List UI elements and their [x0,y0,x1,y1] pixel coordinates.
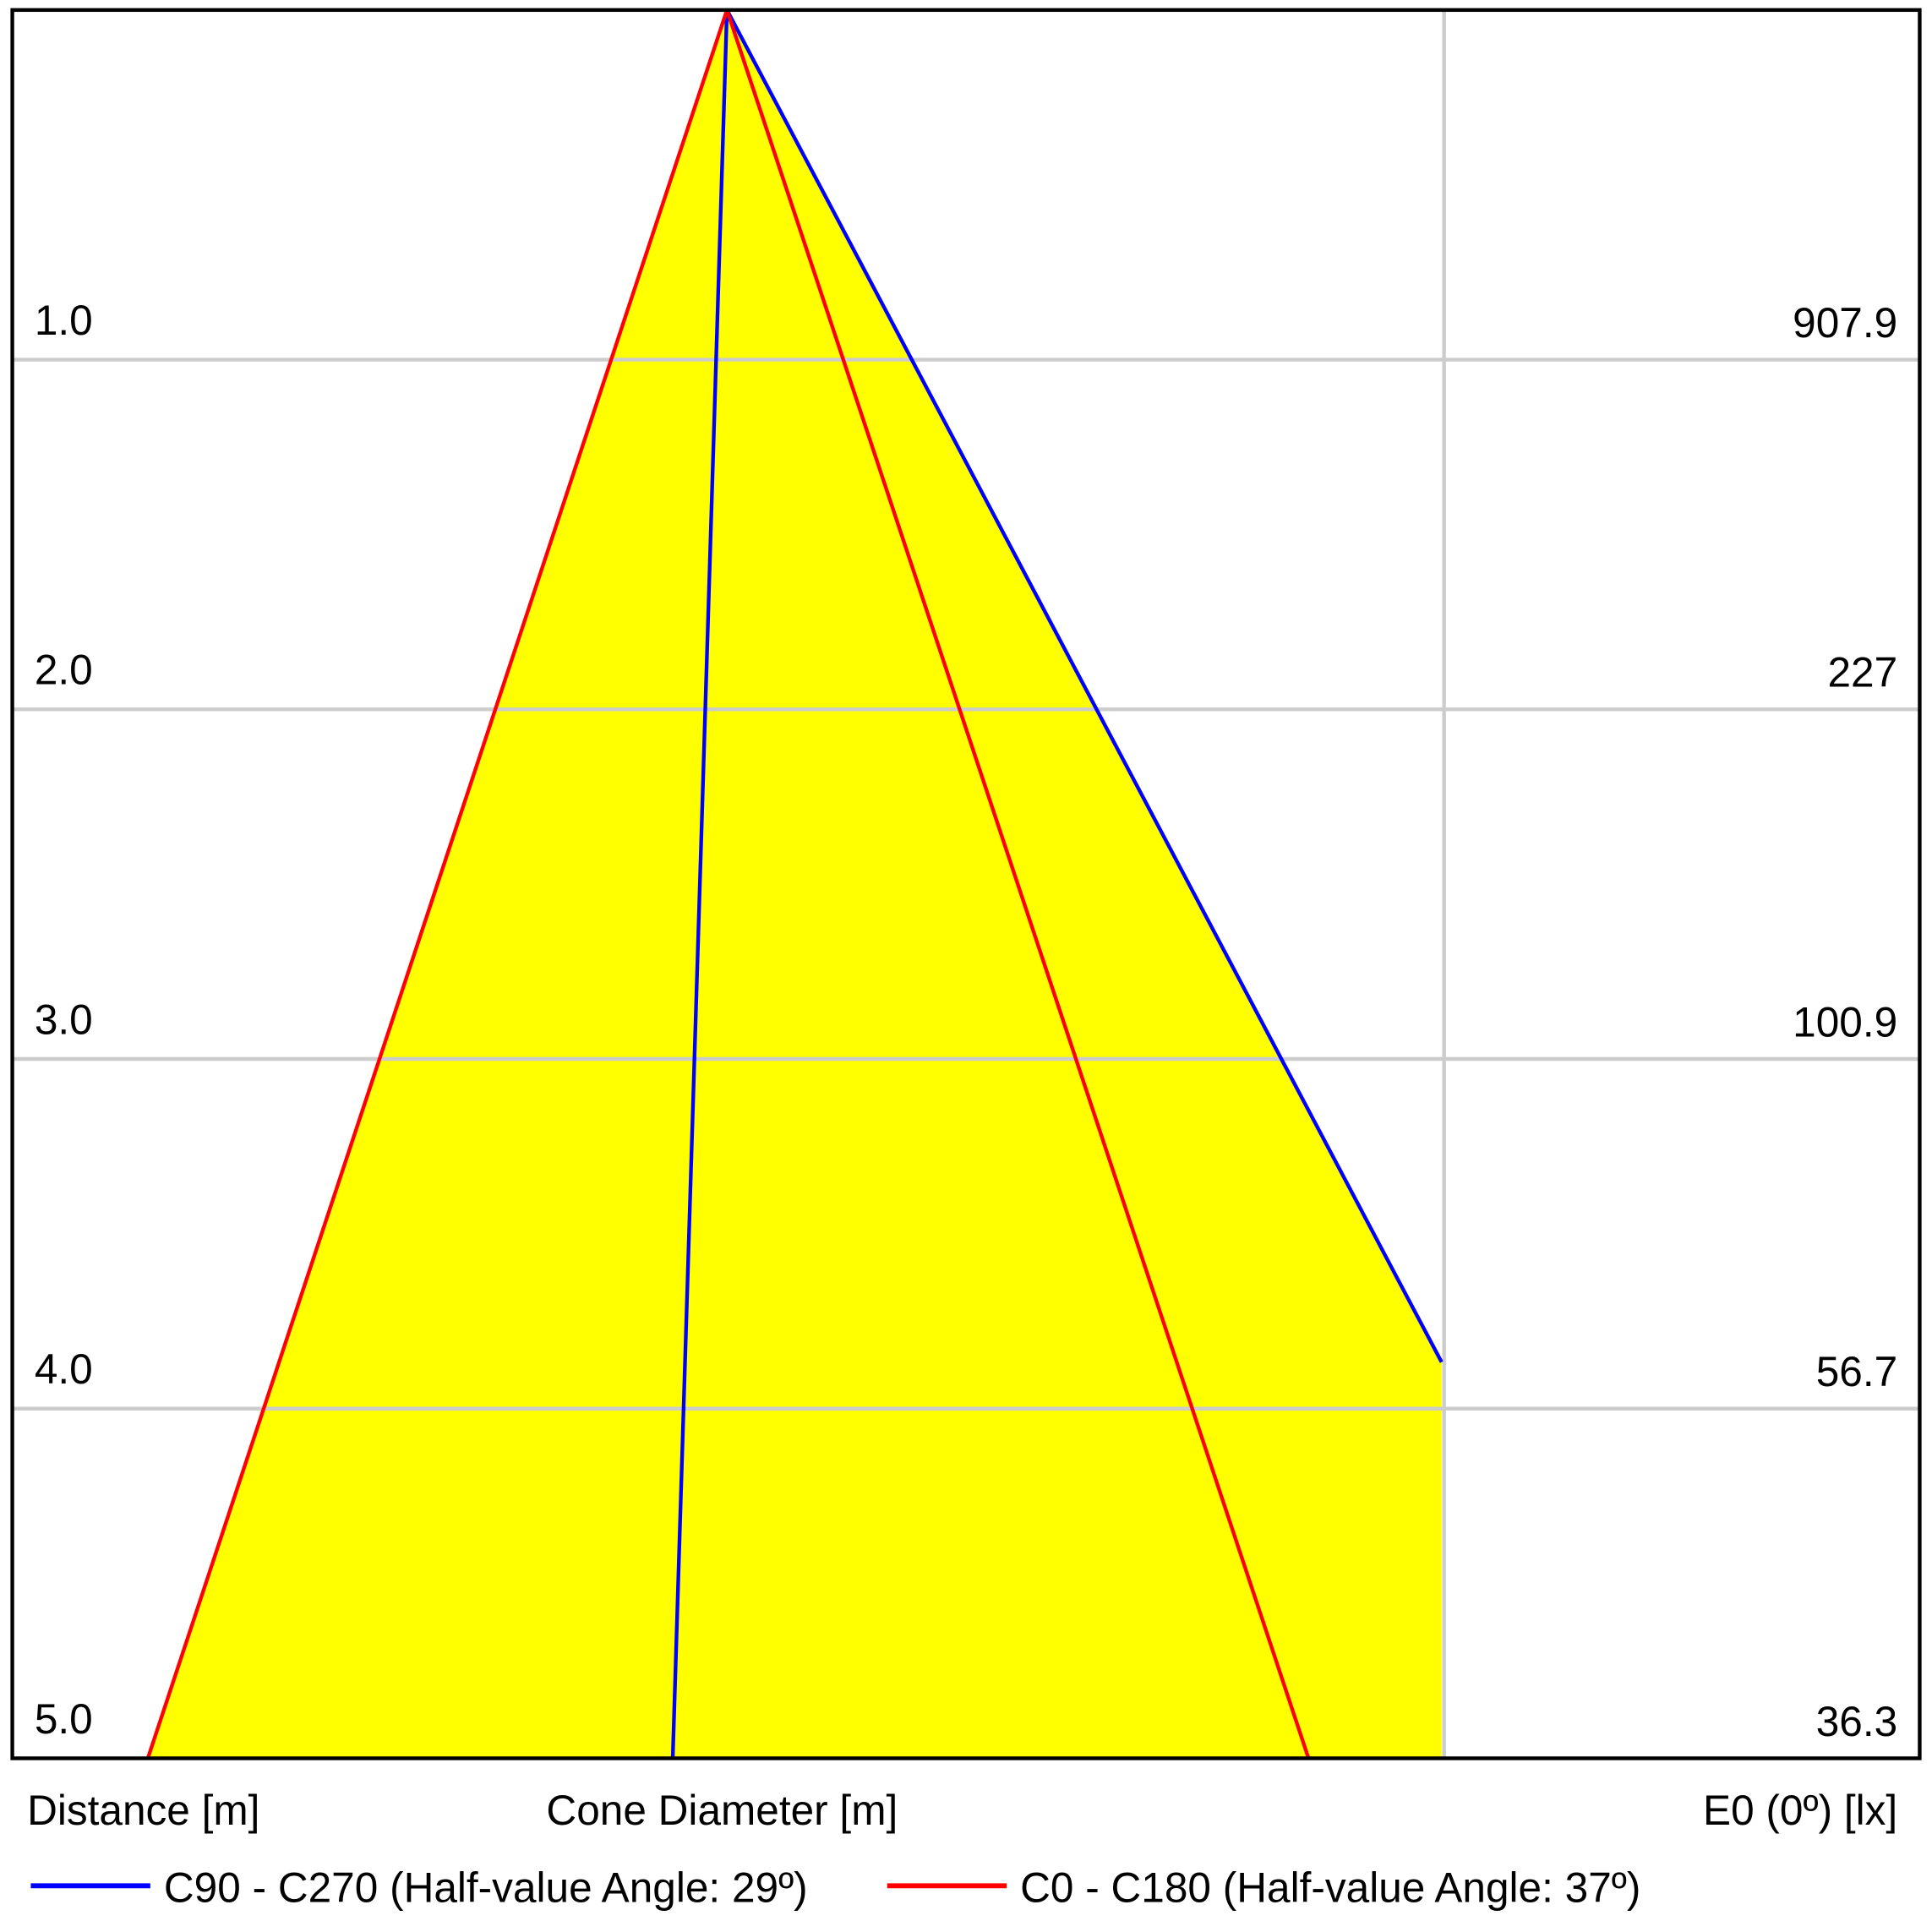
y-tick-label: 1.0 [35,297,93,344]
illuminance-label: 227 [1827,648,1897,696]
illuminance-label: 100.9 [1793,998,1897,1045]
legend-label: C90 - C270 (Half-value Angle: 29º) [164,1864,808,1911]
legend-label: C0 - C180 (Half-value Angle: 37º) [1020,1864,1640,1911]
illuminance-label: 56.7 [1816,1348,1897,1395]
cone-line [725,8,1444,1363]
value-axis-label: E0 (0º) [lx] [1703,1787,1897,1834]
y-axis-label: Distance [m] [27,1787,259,1834]
y-tick-label: 3.0 [35,996,93,1043]
illuminance-label: 36.3 [1816,1698,1897,1745]
x-axis-label: Cone Diameter [m] [546,1787,898,1834]
plot: 1.0 2.0 3.0 4.0 5.0 907.9 227 100.9 56.7 36.3 [12,8,1920,1760]
cone-line [670,9,729,1759]
cone-line [725,9,1311,1760]
y-tick-label: 2.0 [35,646,93,693]
frame [10,8,1922,1760]
y-tick-label: 4.0 [35,1345,93,1393]
y-tick-label: 5.0 [35,1695,93,1743]
illuminance-label: 907.9 [1793,299,1897,347]
cone-area [147,9,1442,1759]
cone-line [145,9,729,1760]
